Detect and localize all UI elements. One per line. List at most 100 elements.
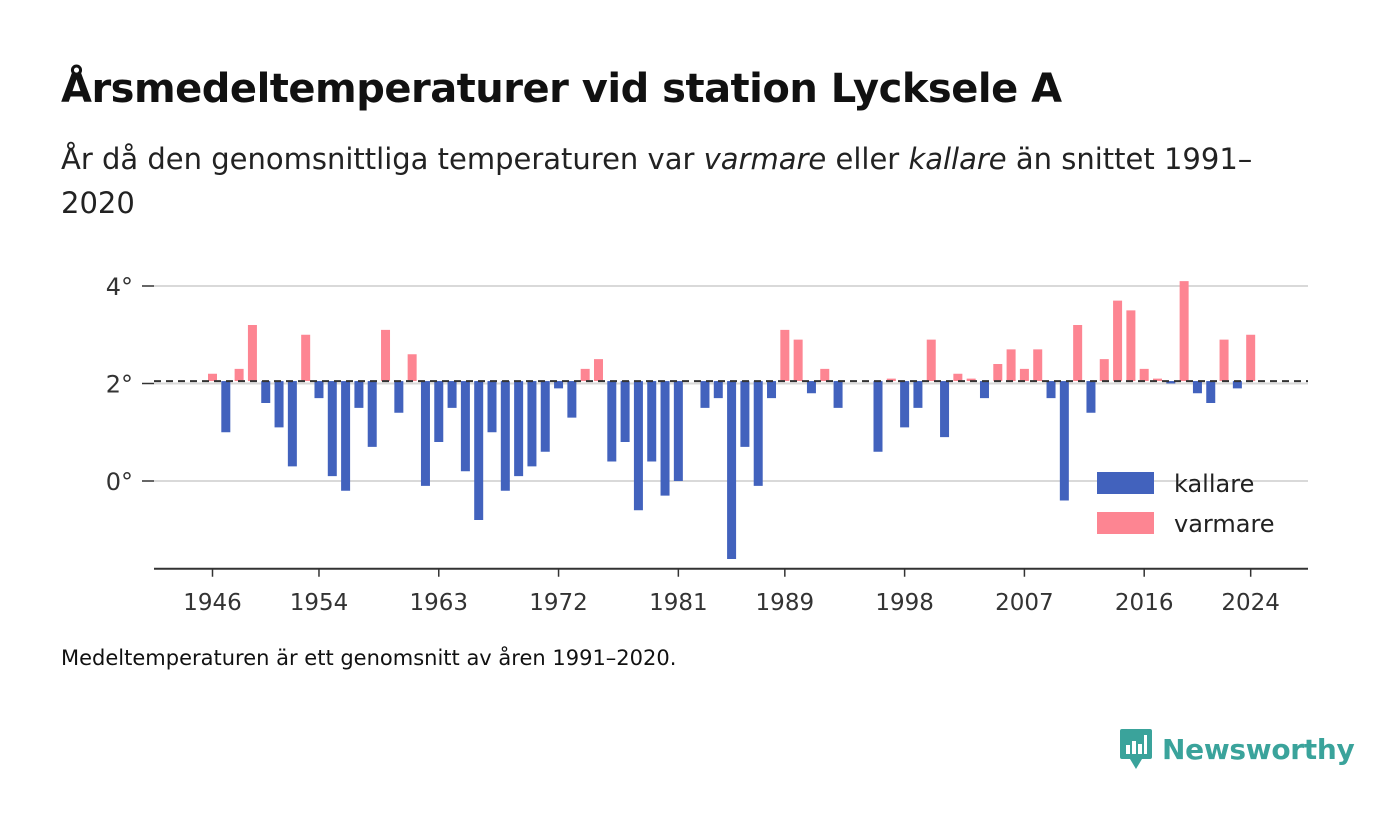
bar-varmare xyxy=(966,378,976,382)
bar-kallare xyxy=(567,381,577,418)
bar-kallare xyxy=(767,381,777,399)
bar-kallare xyxy=(341,381,351,491)
bar-kallare xyxy=(261,381,271,403)
bar-kallare xyxy=(1046,381,1056,399)
bar-kallare xyxy=(274,381,284,428)
bar-kallare xyxy=(660,381,670,496)
y-tick-label: 2° xyxy=(106,371,133,399)
x-tick-label: 1963 xyxy=(409,590,468,616)
bar-varmare xyxy=(1033,349,1043,382)
bar-varmare xyxy=(1126,310,1136,382)
bar-kallare xyxy=(1059,381,1069,501)
bar-kallare xyxy=(1166,381,1176,384)
bar-kallare xyxy=(420,381,430,486)
bar-kallare xyxy=(1086,381,1096,413)
legend-swatch-varmare xyxy=(1097,512,1154,534)
subtitle-part: eller xyxy=(826,142,909,176)
bar-kallare xyxy=(806,381,816,394)
bar-kallare xyxy=(367,381,377,447)
bar-varmare xyxy=(793,339,803,382)
bar-varmare xyxy=(1099,359,1109,382)
bar-kallare xyxy=(673,381,683,481)
subtitle-part: År då den genomsnittliga temperaturen va… xyxy=(61,142,704,176)
bar-kallare xyxy=(753,381,763,486)
x-tick-label: 1954 xyxy=(290,590,349,616)
bar-kallare xyxy=(394,381,404,413)
bar-kallare xyxy=(527,381,537,467)
bar-kallare xyxy=(979,381,989,399)
x-tick-label: 2016 xyxy=(1115,590,1174,616)
bar-kallare xyxy=(700,381,710,408)
bar-kallare xyxy=(913,381,923,408)
bar-varmare xyxy=(953,373,963,382)
bar-varmare xyxy=(993,364,1003,382)
bar-kallare xyxy=(940,381,950,438)
bar-kallare xyxy=(460,381,470,472)
bar-varmare xyxy=(1073,325,1083,382)
bar-kallare xyxy=(487,381,497,433)
bar-kallare xyxy=(607,381,617,462)
bar-varmare xyxy=(1113,300,1123,382)
legend-label-kallare: kallare xyxy=(1174,470,1254,498)
bar-varmare xyxy=(1246,334,1256,382)
bar-kallare xyxy=(1192,381,1202,394)
bar-varmare xyxy=(1179,281,1189,382)
chart-title: Årsmedeltemperaturer vid station Lycksel… xyxy=(61,66,1062,112)
bar-kallare xyxy=(474,381,484,520)
temperature-bar-chart: 0° 2° 4° 1946 1954 1963 1972 1981 1989 1998 2007 20… xyxy=(106,273,1308,616)
bar-varmare xyxy=(1153,378,1163,382)
bar-kallare xyxy=(727,381,737,559)
bar-kallare xyxy=(900,381,910,428)
bar-varmare xyxy=(820,368,830,382)
bar-kallare xyxy=(500,381,510,491)
subtitle-part: än snittet 1991–2020 xyxy=(61,142,1253,220)
x-tick-label: 2007 xyxy=(995,590,1054,616)
bar-kallare xyxy=(514,381,524,477)
bar-varmare xyxy=(407,354,417,382)
bar-kallare xyxy=(447,381,457,408)
x-tick-label: 2024 xyxy=(1221,590,1280,616)
bar-kallare xyxy=(287,381,297,467)
bar-kallare xyxy=(873,381,883,452)
bar-kallare xyxy=(540,381,550,452)
bar-kallare xyxy=(620,381,630,442)
bar-kallare xyxy=(434,381,444,442)
bar-varmare xyxy=(926,339,936,382)
bar-varmare xyxy=(381,329,391,382)
legend-label-varmare: varmare xyxy=(1174,510,1275,538)
x-tick-label: 1981 xyxy=(649,590,708,616)
x-tick-label: 1998 xyxy=(875,590,934,616)
bar-kallare xyxy=(833,381,843,408)
chart-subtitle: År då den genomsnittliga temperaturen va… xyxy=(61,137,1301,225)
newsworthy-logo[interactable]: Newsworthy xyxy=(1118,727,1355,771)
bar-varmare xyxy=(247,325,257,382)
x-tick-label: 1972 xyxy=(529,590,588,616)
bar-kallare xyxy=(647,381,657,462)
x-tick-label: 1989 xyxy=(756,590,815,616)
y-tick-label: 0° xyxy=(106,468,133,496)
x-tick-label: 1946 xyxy=(183,590,242,616)
bar-varmare xyxy=(580,368,590,382)
bar-kallare xyxy=(554,381,564,389)
subtitle-warmer: varmare xyxy=(703,142,827,176)
footnote: Medeltemperaturen är ett genomsnitt av å… xyxy=(61,646,677,670)
bar-varmare xyxy=(1139,368,1149,382)
bar-varmare xyxy=(208,373,217,382)
bar-kallare xyxy=(1232,381,1242,389)
bar-kallare xyxy=(221,381,231,433)
bar-kallare xyxy=(327,381,337,477)
legend-swatch-kallare xyxy=(1097,472,1154,494)
y-tick-label: 4° xyxy=(106,273,133,301)
newsworthy-logo-icon xyxy=(1120,729,1152,769)
bar-kallare xyxy=(1206,381,1216,403)
brand-name: Newsworthy xyxy=(1162,732,1355,766)
bar-varmare xyxy=(780,329,790,382)
bar-varmare xyxy=(1219,339,1229,382)
bar-varmare xyxy=(593,359,603,382)
bar-varmare xyxy=(234,368,244,382)
bar-kallare xyxy=(713,381,723,399)
bar-varmare xyxy=(886,378,896,382)
subtitle-colder: kallare xyxy=(908,142,1007,176)
bar-kallare xyxy=(314,381,324,399)
bar-kallare xyxy=(740,381,750,447)
